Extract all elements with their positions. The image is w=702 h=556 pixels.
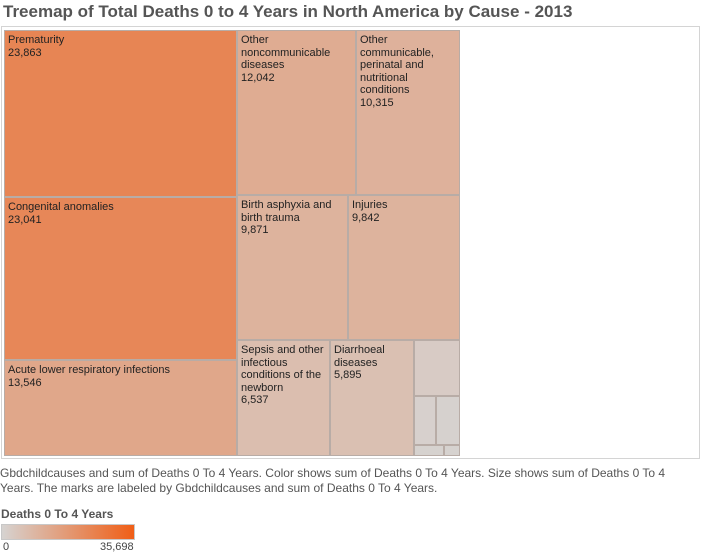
treemap-tile-unlabeled-9[interactable] xyxy=(414,340,460,396)
tile-label: Sepsis and other infectious conditions o… xyxy=(241,344,324,394)
treemap: Prematurity 23,863 Congenital anomalies 23,… xyxy=(4,30,460,456)
treemap-tile-unlabeled-12[interactable] xyxy=(414,445,444,456)
treemap-tile-diarrhoeal-diseases[interactable]: Diarrhoeal diseases 5,895 xyxy=(330,340,414,456)
treemap-tile-unlabeled-13[interactable] xyxy=(444,445,460,456)
legend-min-label: 0 xyxy=(3,541,10,553)
treemap-tile-other-communicable-perinatal-and-nutritional-conditions[interactable]: Other communicable, perinatal and nutrit… xyxy=(356,30,460,195)
tile-value: 23,041 xyxy=(8,213,42,226)
legend-max-label: 35,698 xyxy=(100,541,134,553)
tile-label: Congenital anomalies xyxy=(8,201,114,213)
chart-caption: Gbdchildcauses and sum of Deaths 0 To 4 … xyxy=(0,466,666,495)
treemap-tile-acute-lower-respiratory-infections[interactable]: Acute lower respiratory infections 13,546 xyxy=(4,360,237,456)
chart-frame xyxy=(1,26,700,459)
tile-value: 5,895 xyxy=(334,369,362,381)
tile-label: Diarrhoeal diseases xyxy=(334,344,385,369)
treemap-tile-other-noncommunicable-diseases[interactable]: Other noncommunicable diseases 12,042 xyxy=(237,30,356,195)
legend-title: Deaths 0 To 4 Years xyxy=(1,507,114,521)
tile-value: 23,863 xyxy=(8,46,42,59)
tile-value: 9,842 xyxy=(352,211,380,224)
chart-title: Treemap of Total Deaths 0 to 4 Years in … xyxy=(3,2,573,21)
tile-label: Other communicable, perinatal and nutrit… xyxy=(360,34,434,96)
tile-value: 13,546 xyxy=(8,376,42,389)
treemap-tile-unlabeled-10[interactable] xyxy=(414,396,436,445)
treemap-tile-unlabeled-11[interactable] xyxy=(436,396,460,445)
tile-label: Acute lower respiratory infections xyxy=(8,364,171,376)
tile-value: 12,042 xyxy=(241,71,275,84)
tile-label: Prematurity xyxy=(8,34,65,46)
treemap-tile-sepsis-and-other-infectious-conditions-of-the-newborn[interactable]: Sepsis and other infectious conditions o… xyxy=(237,340,330,456)
legend-color-ramp xyxy=(1,524,135,540)
treemap-tile-birth-asphyxia-and-birth-trauma[interactable]: Birth asphyxia and birth trauma 9,871 xyxy=(237,195,348,340)
tile-value: 9,871 xyxy=(241,224,269,236)
treemap-tile-injuries[interactable]: Injuries 9,842 xyxy=(348,195,460,340)
treemap-tile-prematurity[interactable]: Prematurity 23,863 xyxy=(4,30,237,197)
tile-value: 6,537 xyxy=(241,394,269,406)
tile-value: 10,315 xyxy=(360,96,394,109)
tile-label: Injuries xyxy=(352,199,388,211)
tile-label: Other noncommunicable diseases xyxy=(241,34,331,71)
tile-label: Birth asphyxia and birth trauma xyxy=(241,199,332,224)
treemap-tile-congenital-anomalies[interactable]: Congenital anomalies 23,041 xyxy=(4,197,237,360)
